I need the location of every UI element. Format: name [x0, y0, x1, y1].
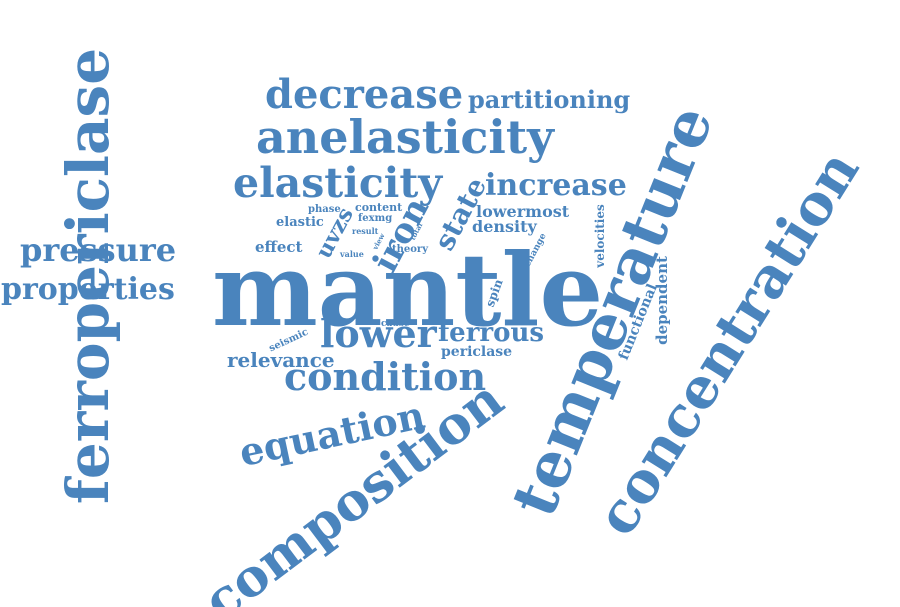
word-velocities: velocities — [592, 204, 607, 268]
word-value: value — [340, 249, 364, 259]
word-elastic: elastic — [276, 215, 324, 230]
word-properties: properties — [1, 272, 175, 307]
word-lower: lower — [320, 311, 437, 356]
word-lowermost: lowermost — [476, 202, 570, 221]
word-phase: phase — [308, 204, 341, 215]
word-pressure: pressure — [20, 231, 177, 269]
word-cause: cause — [381, 319, 410, 329]
word-elasticity: elasticity — [233, 159, 443, 207]
word-fexmg: fexmg — [358, 213, 393, 224]
word-mantle: mantle — [212, 231, 604, 349]
word-decrease: decrease — [265, 71, 464, 118]
word-effect: effect — [255, 238, 303, 256]
word-content: content — [355, 201, 403, 214]
word-dependent: dependent — [652, 256, 671, 345]
word-increase: increase — [485, 168, 627, 203]
word-ferrous: ferrous — [438, 318, 545, 348]
word-result: result — [352, 226, 379, 236]
word-partitioning: partitioning — [468, 85, 631, 114]
word-density: density — [472, 217, 537, 236]
word-theory: theory — [392, 244, 429, 255]
word-anelasticity: anelasticity — [256, 110, 554, 164]
word-periclase: periclase — [441, 344, 513, 360]
word-relevance: relevance — [227, 348, 335, 372]
word-condition: condition — [284, 354, 487, 399]
